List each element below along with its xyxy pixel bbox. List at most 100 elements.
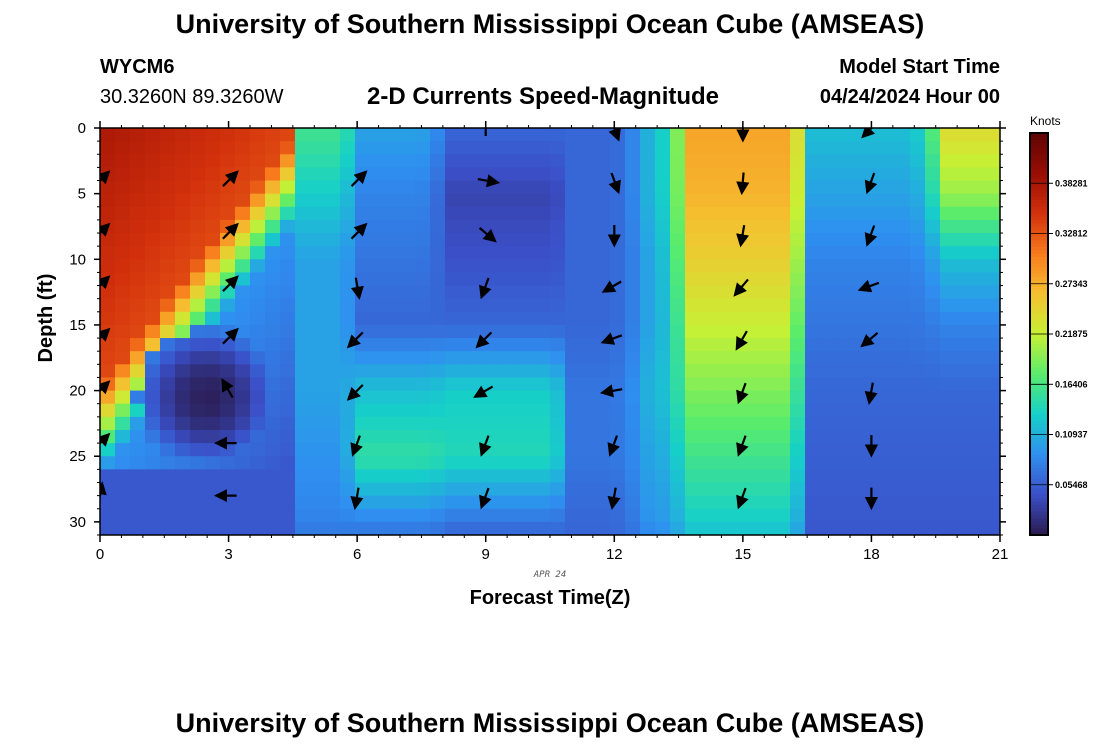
heatmap-cell xyxy=(325,390,341,405)
heatmap-cell xyxy=(385,298,401,313)
heatmap-cell xyxy=(670,338,686,352)
heatmap-cell xyxy=(625,272,641,287)
heatmap-cell xyxy=(745,141,761,155)
heatmap-cell xyxy=(550,495,566,510)
heatmap-cell xyxy=(580,298,596,313)
heatmap-cell xyxy=(595,495,611,510)
heatmap-cell xyxy=(985,495,1000,510)
current-vector-arrow xyxy=(736,172,750,196)
heatmap-cell xyxy=(280,272,296,287)
heatmap-cell xyxy=(235,180,251,195)
heatmap-cell xyxy=(265,482,281,497)
heatmap-cell xyxy=(595,364,611,379)
heatmap-cell xyxy=(595,141,611,155)
heatmap-cell xyxy=(160,311,176,326)
heatmap-cell xyxy=(565,311,581,326)
heatmap-cell xyxy=(775,390,791,405)
heatmap-cell xyxy=(850,285,866,300)
heatmap-cell xyxy=(835,364,851,379)
colorbar-segment xyxy=(1030,143,1048,147)
heatmap-cell xyxy=(790,416,806,431)
heatmap-cell xyxy=(685,167,701,182)
heatmap-cell xyxy=(295,206,311,221)
heatmap-cell xyxy=(745,338,761,352)
heatmap-cell xyxy=(730,508,746,523)
heatmap-cell xyxy=(940,482,956,497)
heatmap-cell xyxy=(565,180,581,195)
heatmap-cell xyxy=(535,206,551,221)
heatmap-cell xyxy=(685,193,701,208)
heatmap-cell xyxy=(220,128,236,142)
heatmap-cell xyxy=(820,180,836,195)
heatmap-cell xyxy=(880,351,896,365)
heatmap-cell xyxy=(340,167,356,182)
heatmap-cell xyxy=(295,272,311,287)
heatmap-cell xyxy=(760,377,776,392)
heatmap-cell xyxy=(235,338,251,352)
heatmap-cell xyxy=(220,193,236,208)
heatmap-cell xyxy=(670,298,686,313)
heatmap-cell xyxy=(115,206,131,221)
heatmap-cell xyxy=(895,272,911,287)
colorbar-segment xyxy=(1030,246,1048,251)
heatmap-cell xyxy=(205,206,221,221)
heatmap-cell xyxy=(715,128,731,142)
heatmap-cell xyxy=(115,377,131,392)
heatmap-cell xyxy=(175,443,191,457)
colorbar-segment xyxy=(1030,223,1048,228)
heatmap-cell xyxy=(370,364,386,379)
heatmap-cell xyxy=(460,298,476,313)
heatmap-cell xyxy=(205,521,221,535)
heatmap-cell xyxy=(820,456,836,470)
heatmap-cell xyxy=(715,246,731,260)
heatmap-cell xyxy=(430,351,446,365)
heatmap-cell xyxy=(685,429,701,444)
heatmap-cell xyxy=(895,338,911,352)
heatmap-cell xyxy=(910,443,926,457)
heatmap-cell xyxy=(160,219,176,234)
heatmap-cell xyxy=(655,456,671,470)
heatmap-cell xyxy=(910,206,926,221)
heatmap-cell xyxy=(955,233,971,247)
colorbar-segment xyxy=(1030,250,1048,255)
heatmap-cell xyxy=(925,285,941,300)
heatmap-cell xyxy=(970,521,986,535)
heatmap-cell xyxy=(175,429,191,444)
heatmap-cell xyxy=(880,456,896,470)
heatmap-cell xyxy=(160,141,176,155)
heatmap-cell xyxy=(160,456,176,470)
model-start-value: 04/24/2024 Hour 00 xyxy=(819,86,1000,108)
heatmap-cell xyxy=(550,272,566,287)
heatmap-cell xyxy=(580,482,596,497)
heatmap-cell xyxy=(685,324,701,339)
heatmap-cell xyxy=(730,206,746,221)
heatmap-cell xyxy=(865,469,881,484)
heatmap-cell xyxy=(430,154,446,168)
heatmap-cell xyxy=(325,193,341,208)
heatmap-cell xyxy=(805,403,821,418)
heatmap-cell xyxy=(640,206,656,221)
heatmap-cell xyxy=(430,298,446,313)
heatmap-cell xyxy=(535,311,551,326)
heatmap-cell xyxy=(670,482,686,497)
heatmap-cell xyxy=(670,246,686,260)
heatmap-cell xyxy=(565,377,581,392)
heatmap-cell xyxy=(745,390,761,405)
heatmap-cell xyxy=(940,443,956,457)
heatmap-cell xyxy=(220,259,236,274)
heatmap-cell xyxy=(370,206,386,221)
heatmap-cell xyxy=(595,298,611,313)
heatmap-cell xyxy=(865,390,881,405)
heatmap-cell xyxy=(625,338,641,352)
heatmap-cell xyxy=(130,167,146,182)
heatmap-cell xyxy=(595,456,611,470)
heatmap-cell xyxy=(775,298,791,313)
heatmap-cell xyxy=(595,443,611,457)
heatmap-cell xyxy=(745,521,761,535)
heatmap-cell xyxy=(565,233,581,247)
heatmap-cell xyxy=(235,259,251,274)
heatmap-cell xyxy=(370,377,386,392)
heatmap-cell xyxy=(775,456,791,470)
heatmap-cell xyxy=(325,311,341,326)
